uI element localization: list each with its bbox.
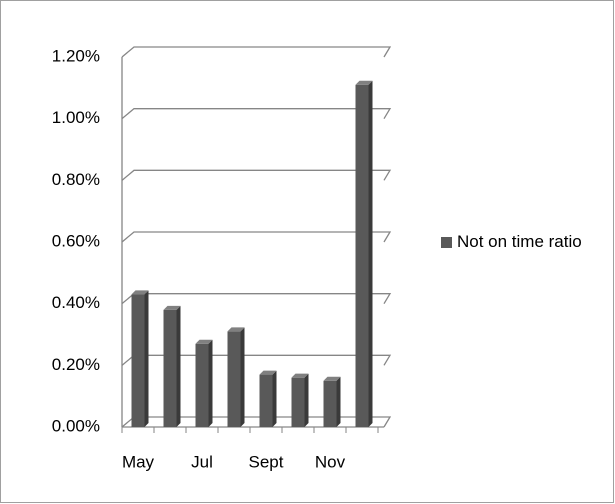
legend-label: Not on time ratio <box>457 232 582 251</box>
bar <box>227 331 241 427</box>
bar-side <box>304 373 309 427</box>
bar-top <box>355 80 373 85</box>
x-tick-label: Jul <box>191 452 213 471</box>
y-tick-label: 1.00% <box>52 108 100 127</box>
bar-side <box>240 327 245 427</box>
bar <box>131 294 145 427</box>
bar-top <box>259 370 277 375</box>
bar-side <box>176 305 181 427</box>
grid-line <box>121 293 392 305</box>
y-tick-label: 0.00% <box>52 416 100 435</box>
bar-top <box>195 339 213 344</box>
bar-top <box>323 376 341 381</box>
bar-side <box>208 339 213 427</box>
bar-side <box>368 80 373 427</box>
bar-side <box>272 370 277 427</box>
x-tick-label: Nov <box>315 452 346 471</box>
bar-side <box>144 290 149 427</box>
bar-top <box>291 373 309 378</box>
legend-swatch <box>441 237 452 248</box>
bar-top <box>163 305 181 310</box>
y-tick-label: 0.40% <box>52 293 100 312</box>
bar-top <box>227 327 245 332</box>
grid-line <box>121 231 392 243</box>
bar <box>355 84 369 427</box>
grid-line <box>121 108 392 120</box>
bar <box>291 377 305 427</box>
y-tick-label: 1.20% <box>52 46 100 65</box>
legend: Not on time ratio <box>441 230 601 254</box>
y-tick-label: 0.80% <box>52 170 100 189</box>
grid-line <box>121 354 392 366</box>
bar <box>163 309 177 427</box>
bar-top <box>131 290 149 295</box>
y-tick-label: 0.20% <box>52 355 100 374</box>
bar <box>195 343 209 427</box>
y-tick-label: 0.60% <box>52 231 100 250</box>
grid-line <box>121 169 392 181</box>
bar <box>259 374 273 427</box>
x-tick-label: Sept <box>249 452 284 471</box>
bar <box>323 380 337 427</box>
x-tick-label: May <box>122 452 155 471</box>
grid-line <box>121 46 392 58</box>
bar-side <box>336 376 341 427</box>
